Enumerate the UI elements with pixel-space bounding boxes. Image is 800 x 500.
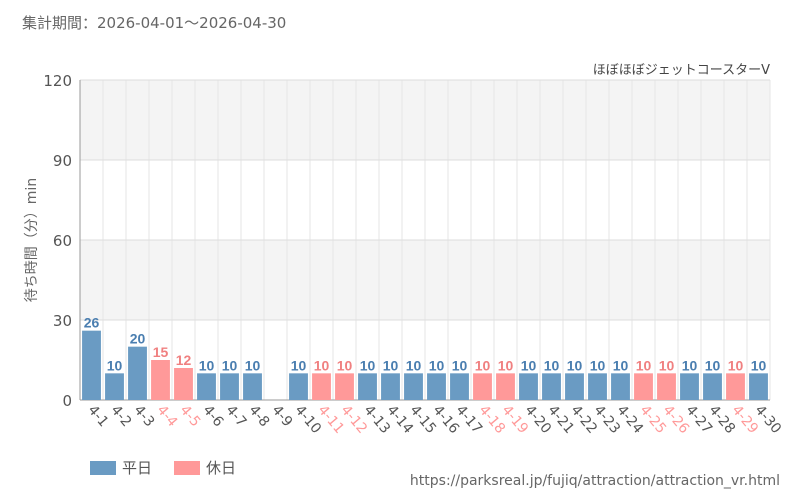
bar-4-30 [749,373,768,400]
bar-4-2 [105,373,124,400]
bar-4-5 [174,368,193,400]
bar-4-25 [634,373,653,400]
bar-value-label: 10 [705,357,721,373]
x-tick-label: 4-1 [84,402,111,430]
bar-4-1 [82,330,101,400]
bar-value-label: 26 [84,315,100,331]
bar-value-label: 10 [728,357,744,373]
y-tick-label: 90 [53,152,72,170]
legend-swatch-weekday [90,460,116,475]
legend-swatch-holiday [174,460,201,475]
legend: 平日 休日 [90,457,236,478]
x-tick-label: 4-8 [245,402,272,430]
bar-value-label: 10 [567,357,583,373]
bar-value-label: 10 [314,357,330,373]
y-tick-label: 60 [53,232,72,250]
bar-4-6 [197,373,216,400]
bar-value-label: 10 [199,357,215,373]
bar-value-label: 10 [682,357,698,373]
bar-4-4 [151,360,170,400]
bar-4-22 [565,373,584,400]
y-tick-label: 120 [43,72,72,90]
bar-4-26 [657,373,676,400]
x-tick-label: 4-2 [107,402,134,430]
bar-value-label: 10 [498,357,514,373]
bar-value-label: 10 [291,357,307,373]
bar-4-19 [496,373,515,400]
bar-value-label: 10 [613,357,629,373]
bar-4-28 [703,373,722,400]
bar-4-29 [726,373,745,400]
bar-value-label: 10 [751,357,767,373]
bar-4-17 [450,373,469,400]
x-tick-label: 4-9 [268,402,295,430]
x-tick-label: 4-3 [130,402,157,430]
x-tick-label: 4-7 [222,402,249,430]
bar-4-10 [289,373,308,400]
bar-value-label: 10 [636,357,652,373]
bar-value-label: 15 [153,344,169,360]
bar-4-24 [611,373,630,400]
bar-value-label: 10 [521,357,537,373]
chart-title: ほぼほぼジェットコースターV [593,63,770,78]
bar-4-13 [358,373,377,400]
bar-4-14 [381,373,400,400]
bar-4-27 [680,373,699,400]
legend-item-holiday[interactable]: 休日 [174,457,236,478]
bar-value-label: 10 [590,357,606,373]
bar-value-label: 10 [383,357,399,373]
bar-value-label: 10 [429,357,445,373]
x-tick-label: 4-5 [176,402,203,430]
bar-4-11 [312,373,331,400]
bar-value-label: 10 [245,357,261,373]
bar-value-label: 10 [360,357,376,373]
legend-item-weekday[interactable]: 平日 [90,457,152,478]
bar-4-8 [243,373,262,400]
bar-value-label: 10 [475,357,491,373]
bar-value-label: 12 [176,352,192,368]
x-tick-label: 4-4 [153,402,180,430]
x-tick-label: 4-6 [199,402,226,430]
bar-4-16 [427,373,446,400]
bar-4-3 [128,346,147,400]
bar-4-7 [220,373,239,400]
bar-4-20 [519,373,538,400]
legend-label-weekday: 平日 [122,459,153,477]
y-axis-label: 待ち時間（分）min [24,178,40,302]
y-tick-label: 30 [53,312,72,330]
bar-value-label: 20 [130,331,146,347]
bar-value-label: 10 [337,357,353,373]
bar-4-12 [335,373,354,400]
bar-4-21 [542,373,561,400]
collection-period: 集計期間：2026-04-01～2026-04-30 [22,14,287,32]
bar-4-23 [588,373,607,400]
bar-value-label: 10 [452,357,468,373]
bar-4-15 [404,373,423,400]
source-url[interactable]: https://parksreal.jp/fujiq/attraction/at… [409,473,780,489]
bar-value-label: 10 [659,357,675,373]
bar-value-label: 10 [222,357,238,373]
bar-value-label: 10 [107,357,123,373]
bar-value-label: 10 [406,357,422,373]
legend-label-holiday: 休日 [206,459,237,477]
bar-value-label: 10 [544,357,560,373]
y-tick-label: 0 [62,392,72,410]
bar-4-18 [473,373,492,400]
